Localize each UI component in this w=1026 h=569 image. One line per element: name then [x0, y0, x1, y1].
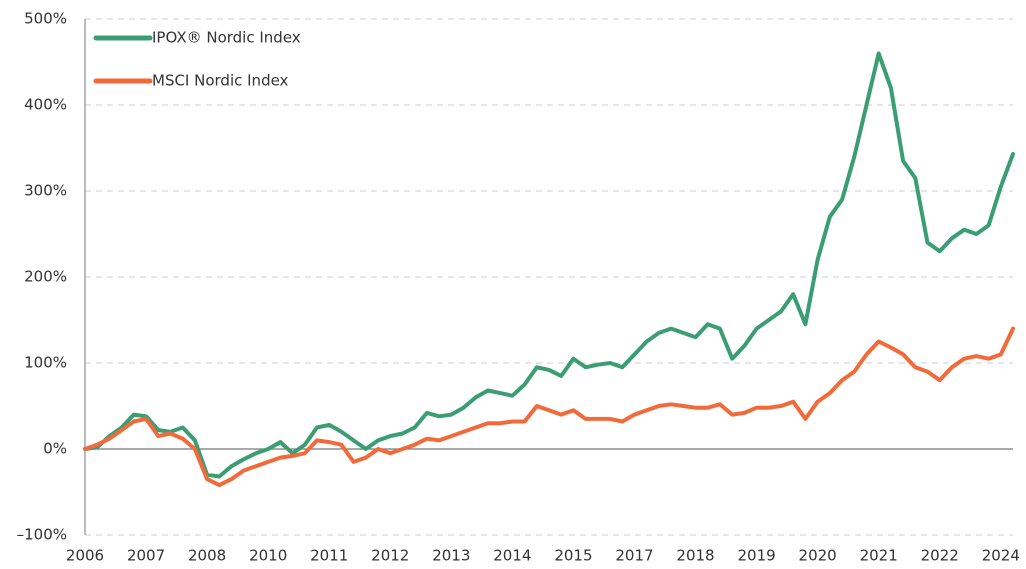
x-tick-label: 2011: [310, 547, 348, 565]
x-tick-label: 2021: [860, 547, 898, 565]
y-tick-label: 200%: [24, 268, 67, 286]
x-tick-label: 2015: [554, 547, 592, 565]
series-line: [83, 51, 1015, 479]
y-tick-label: 400%: [24, 96, 67, 114]
x-tick-label: 2008: [188, 547, 226, 565]
y-tick-label: 300%: [24, 182, 67, 200]
y-tick-label: 500%: [24, 10, 67, 28]
x-tick-label: 2014: [493, 547, 531, 565]
x-tick-label: 2012: [371, 547, 409, 565]
y-tick-label: –100%: [17, 526, 67, 544]
legend-label: IPOX® Nordic Index: [152, 29, 301, 47]
x-tick-label: 2019: [737, 547, 775, 565]
y-tick-label: 0%: [43, 440, 67, 458]
x-tick-label: 2013: [432, 547, 470, 565]
x-tick-label: 2006: [66, 547, 104, 565]
x-tick-label: 2024: [982, 547, 1020, 565]
x-tick-label: 2010: [249, 547, 287, 565]
series-line: [83, 326, 1015, 488]
x-tick-label: 2020: [799, 547, 837, 565]
x-tick-label: 2007: [127, 547, 165, 565]
legend-label: MSCI Nordic Index: [152, 72, 289, 90]
x-tick-label: 2018: [676, 547, 714, 565]
y-tick-label: 100%: [24, 354, 67, 372]
x-tick-label: 2017: [615, 547, 653, 565]
x-tick-label: 2022: [921, 547, 959, 565]
